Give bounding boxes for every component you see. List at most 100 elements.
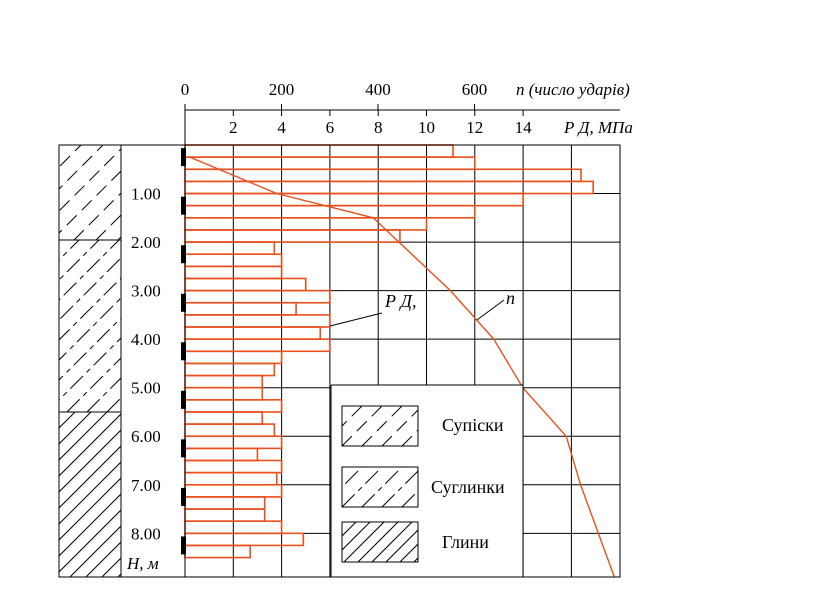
hatch-line [59,337,121,401]
pd-bar [184,144,454,158]
pd-bar [184,386,264,401]
legend-swatch-frame-supisky [341,405,419,447]
hatch-line [85,541,121,577]
hatch-line [206,145,301,240]
depth-labels: 1.00 2.00 3.00 4.00 5.00 6.00 7.00 8.00 [131,185,161,544]
pd-bar [184,544,252,559]
test-marker [181,487,186,506]
soil-layer-suhlynky [59,240,121,412]
soil-layer-supisky [59,145,301,240]
axis-p-tick-label: 4 [277,118,286,137]
pd-bar [184,217,428,231]
test-marker [181,439,186,458]
hatch-line [69,525,121,577]
axis-n-tick-label: 0 [181,80,190,99]
hatch-line [342,522,357,537]
hatch-line [59,240,60,241]
depth-column-frame [120,144,186,578]
pd-bar [184,338,331,353]
hatch-line [59,240,120,301]
hatch-line [184,145,279,240]
hatch-line [59,240,80,261]
hatch-line [342,522,371,551]
depth-label: 4.00 [131,330,161,349]
hatch-line [59,145,60,146]
hatch-line [399,543,418,562]
legend-swatch-hlyny [342,522,418,562]
pd-bar [184,532,305,547]
pd-bar [184,277,307,292]
pd-bar [184,496,266,510]
chart-frame [184,144,621,578]
test-marker [181,536,186,555]
pd-bar [184,362,276,377]
depth-label: 5.00 [131,379,161,398]
depth-label: 2.00 [131,233,161,252]
pd-bar [184,289,331,304]
hatch-line [59,477,121,541]
pd-bar [184,180,594,195]
pd-bar [184,423,276,438]
axis-n-tick-label: 600 [462,80,488,99]
hatch-line [86,377,121,412]
hatch-line [342,467,363,488]
hatch-line [162,145,257,240]
legend-swatch-suhlynky [342,467,418,507]
hatch-line [59,240,100,281]
hatch-line [361,406,403,446]
hatch-line [59,412,76,429]
hatch-line [401,429,418,446]
soil-layer-hlyny [59,412,121,577]
hatch-line [95,214,121,240]
hatch-line [401,490,418,507]
soil-column-frame [58,144,122,578]
axis-p-tick-label: 6 [326,118,335,137]
depth-label: 3.00 [131,282,161,301]
axis-p-label: Р Д, МПа [563,118,633,137]
axis-p: 2 4 6 8 10 12 14 [229,110,532,137]
n-curve [189,156,616,578]
hatch-line [59,412,60,413]
depth-label: 6.00 [131,427,161,446]
test-marker [181,196,186,215]
axis-p-tick-label: 14 [515,118,533,137]
hatch-line [381,470,418,507]
hatch-line [59,509,121,573]
pd-bar [184,411,264,425]
test-markers [181,148,186,555]
hatch-line [59,170,121,234]
pd-bar [184,374,264,389]
n-leader-line [476,299,505,321]
hatch-line [342,467,383,507]
hatch-line [59,413,121,477]
hatch-line [361,467,403,507]
hatch-line [59,145,104,190]
test-marker [181,245,186,264]
axis-n-label: n (число ударів) [516,80,630,99]
hatch-line [357,522,399,562]
pd-leader-line [329,312,383,327]
legend: Супіски Суглинки Глини [330,384,524,577]
soil-column [58,144,301,578]
hatch-line [59,148,121,212]
hatch-line [371,522,413,562]
depth-axis-label: Н, м [126,554,159,573]
hatch-line [381,409,418,446]
hatch-line [59,145,82,168]
pd-bar [184,229,401,243]
test-marker [181,390,186,409]
hatch-line [342,406,363,427]
pd-bar [184,301,297,316]
axis-n-tick-label: 200 [269,80,295,99]
legend-label-suhlynky: Суглинки [431,477,505,497]
hatch-line [59,461,121,525]
axis-n: 0 200 400 600 [181,80,488,110]
hatch-line [59,445,121,509]
axis-p-tick-label: 2 [229,118,238,137]
pd-annotation: Р Д, [384,291,416,311]
legend-background [331,385,523,577]
depth-label: 8.00 [131,524,161,543]
legend-label-supisky: Супіски [442,415,504,435]
axis-p-tick-label: 10 [418,118,435,137]
